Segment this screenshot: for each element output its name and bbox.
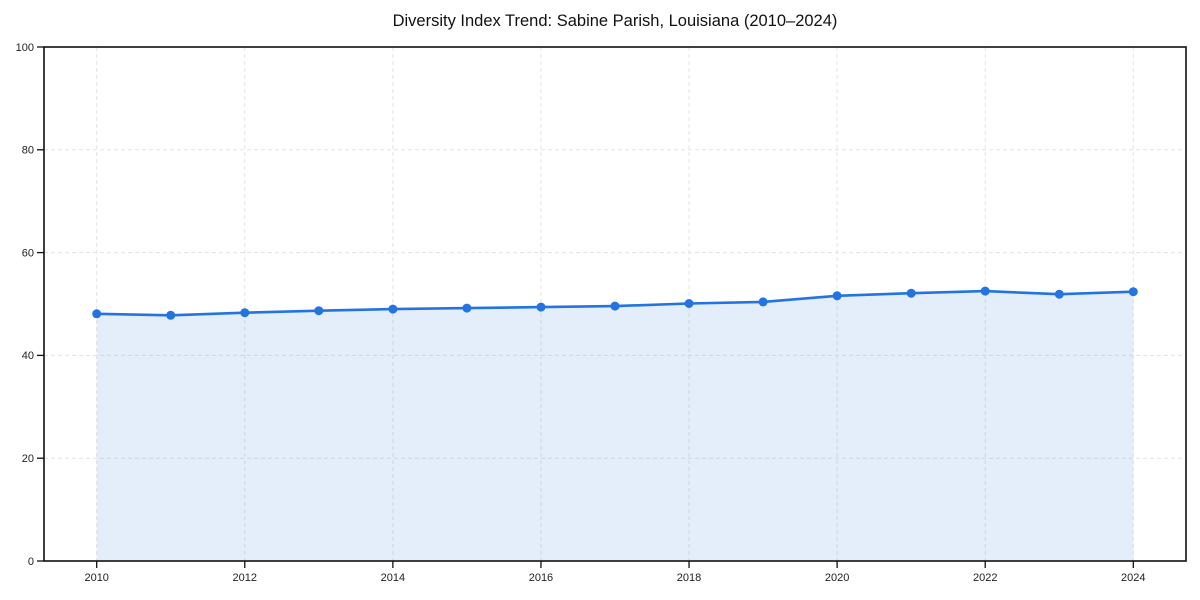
area-fill xyxy=(96,291,1134,561)
data-point-2014 xyxy=(388,304,398,314)
x-tick-label: 2010 xyxy=(84,572,108,584)
y-tick-label: 0 xyxy=(28,556,34,568)
y-tick-label: 60 xyxy=(22,247,34,259)
data-point-2012 xyxy=(240,308,250,318)
data-point-2019 xyxy=(758,297,768,307)
data-point-2011 xyxy=(166,310,176,320)
y-tick-label: 100 xyxy=(16,42,34,54)
y-tick-label: 80 xyxy=(22,145,34,157)
data-point-2020 xyxy=(832,291,842,301)
data-point-2024 xyxy=(1128,287,1138,297)
y-tick-label: 20 xyxy=(22,453,34,465)
x-tick-label: 2016 xyxy=(529,572,553,584)
x-tick-label: 2020 xyxy=(825,572,849,584)
data-point-2023 xyxy=(1054,289,1064,299)
data-point-2015 xyxy=(462,303,472,313)
x-tick-label: 2024 xyxy=(1121,572,1145,584)
axis-frame xyxy=(43,46,1187,562)
y-tick-label: 40 xyxy=(22,350,34,362)
x-tick-label: 2012 xyxy=(233,572,257,584)
data-point-2010 xyxy=(92,309,102,319)
data-point-2021 xyxy=(906,288,916,298)
data-point-2022 xyxy=(980,286,990,296)
x-tick-label: 2022 xyxy=(973,572,997,584)
data-point-2016 xyxy=(536,302,546,312)
chart-title: Diversity Index Trend: Sabine Parish, Lo… xyxy=(392,12,838,30)
data-point-2018 xyxy=(684,299,694,308)
x-tick-label: 2014 xyxy=(381,572,405,584)
data-point-2017 xyxy=(610,301,620,311)
data-point-2013 xyxy=(314,306,324,316)
x-tick-label: 2018 xyxy=(677,572,701,584)
